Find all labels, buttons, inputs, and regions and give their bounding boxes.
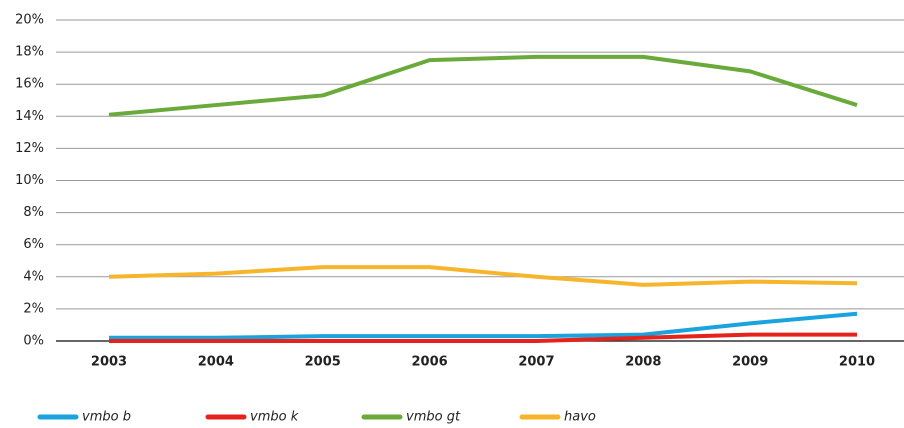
y-tick-label: 4%: [23, 269, 44, 284]
legend-label: vmbo gt: [406, 410, 461, 425]
x-tick-label: 2007: [518, 355, 554, 370]
series-line: [108, 54, 858, 117]
x-tick-label: 2004: [198, 355, 234, 370]
x-tick-label: 2009: [732, 355, 768, 370]
x-tick-label: 2008: [625, 355, 661, 370]
y-tick-label: 20%: [15, 13, 44, 28]
y-tick-label: 16%: [15, 77, 44, 92]
series-line: [109, 332, 858, 343]
y-tick-label: 12%: [15, 141, 44, 156]
y-tick-label: 14%: [15, 109, 44, 124]
x-tick-label: 2003: [91, 355, 127, 370]
legend-label: havo: [564, 410, 596, 425]
y-tick-label: 10%: [15, 173, 44, 188]
y-tick-label: 0%: [23, 334, 44, 349]
y-tick-label: 18%: [15, 45, 44, 60]
legend-label: vmbo k: [250, 410, 299, 425]
y-tick-label: 2%: [23, 301, 44, 316]
y-tick-label: 6%: [23, 237, 44, 252]
legend-label: vmbo b: [82, 410, 131, 425]
series-line: [109, 311, 858, 340]
x-tick-label: 2005: [305, 355, 341, 370]
series-line: [108, 265, 858, 287]
y-tick-label: 8%: [23, 205, 44, 220]
x-tick-label: 2006: [411, 355, 447, 370]
x-tick-label: 2010: [839, 355, 875, 370]
